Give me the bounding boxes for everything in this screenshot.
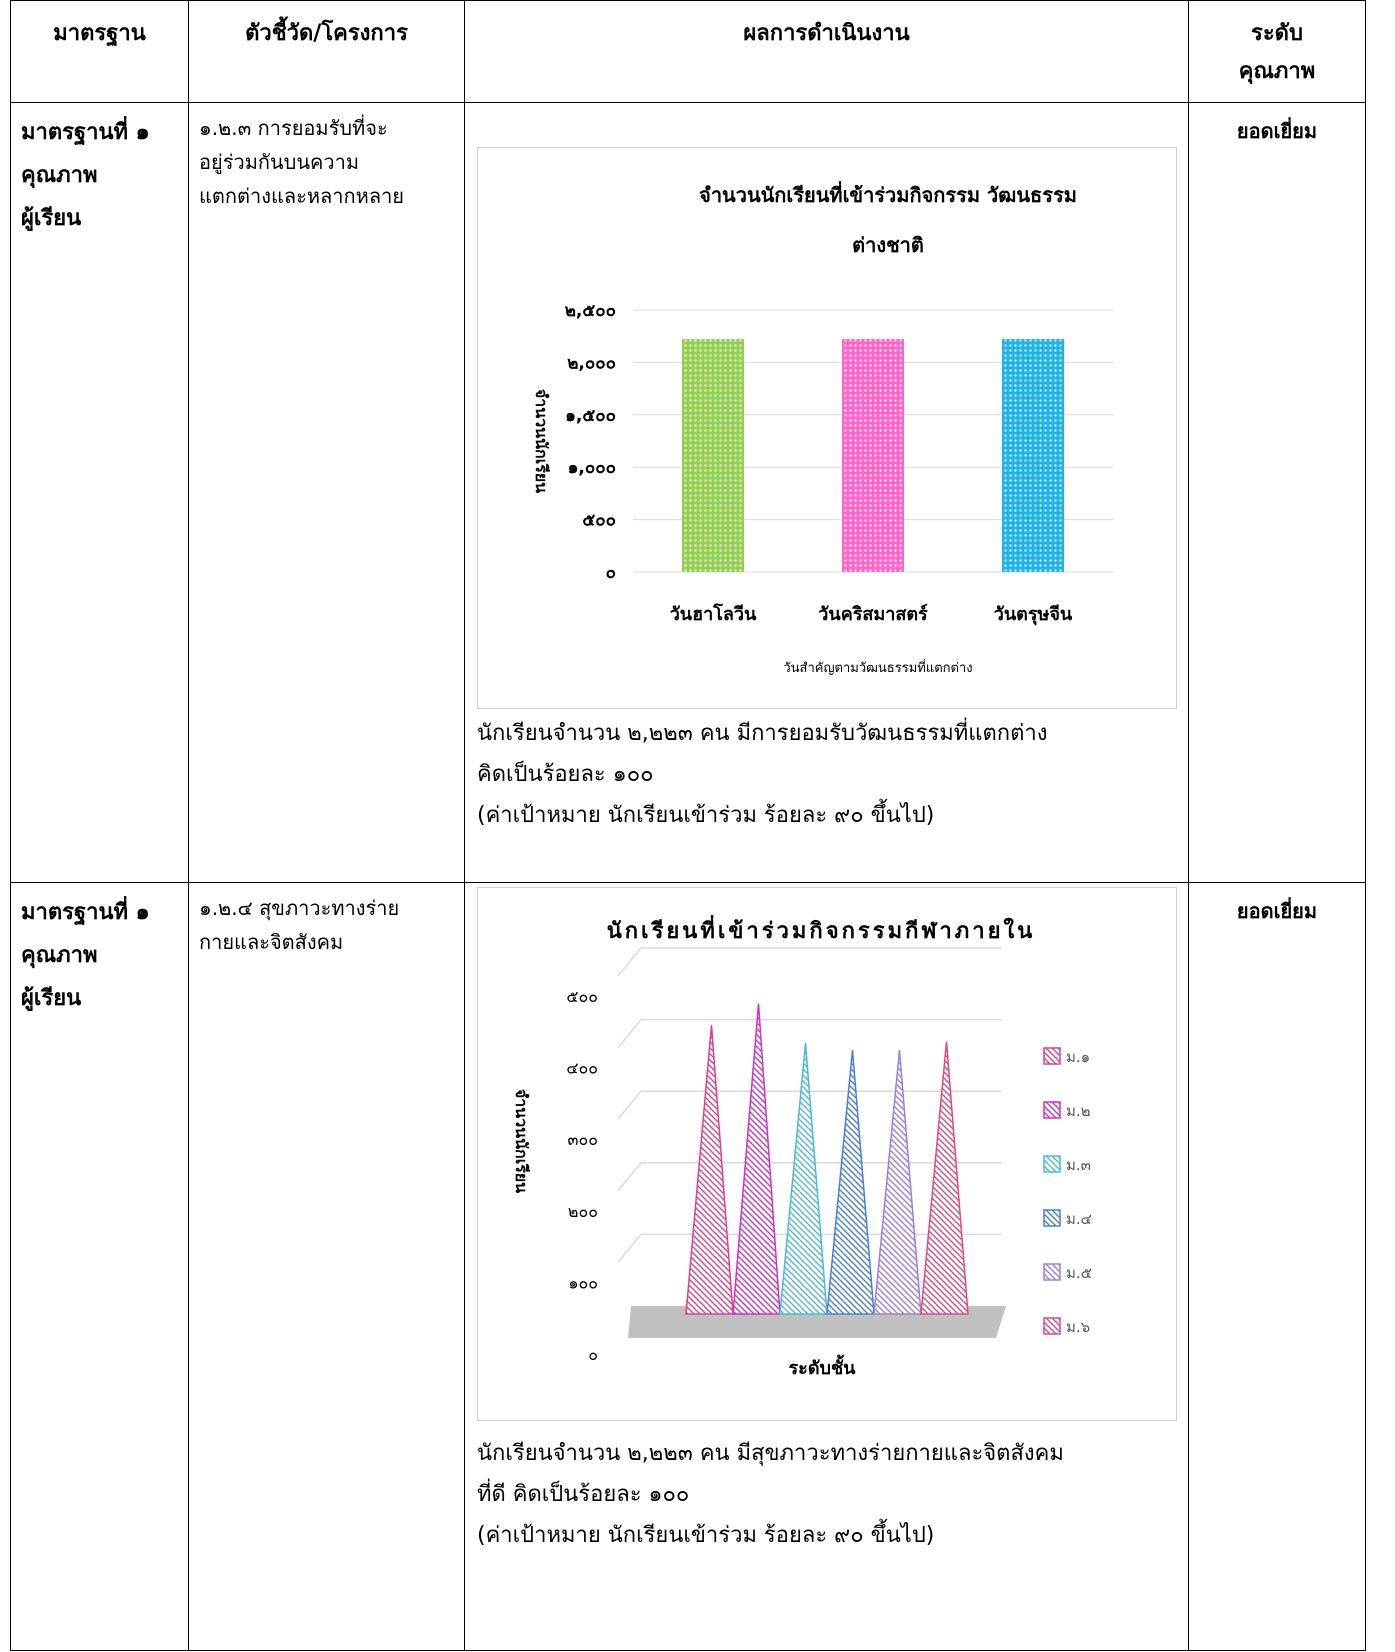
x-tick-label: วันตรุษจีน: [994, 604, 1073, 626]
bar: [1002, 339, 1064, 572]
bar: [920, 1041, 969, 1315]
y-tick-label: ๒,๕๐๐: [565, 301, 616, 321]
x-axis-label: ระดับชั้น: [789, 1354, 857, 1379]
header-indicator: ตัวชี้วัด/โครงการ: [188, 0, 465, 103]
result-summary: นักเรียนจำนวน ๒,๒๒๓ คน มีการยอมรับวัฒนธร…: [477, 721, 1048, 828]
quality-level: ยอดเยี่ยม: [1236, 899, 1318, 923]
legend-swatch: [1043, 1155, 1061, 1173]
indicator-cell: ๑.๒.๓ การยอมรับที่จะ อยู่ร่วมกันบนความ แ…: [188, 102, 465, 883]
bar: [873, 1050, 922, 1315]
y-axis-label: จำนวนนักเรียน: [532, 389, 551, 493]
chart-title: นักเรียนที่เข้าร่วมกิจกรรมกีฬาภายใน: [607, 914, 1036, 944]
y-axis-label: จำนวนนักเรียน: [512, 1089, 531, 1193]
x-tick-label: วันคริสมาสตร์: [818, 603, 928, 625]
y-tick-label: ๐: [588, 1345, 598, 1364]
result-cell: นักเรียนที่เข้าร่วมกิจกรรมกีฬาภายใน๐ ๑๐๐ ๒…: [464, 882, 1189, 1651]
header-row: มาตรฐาน ตัวชี้วัด/โครงการ ผลการดำเนินงาน…: [10, 0, 1366, 103]
legend-swatch: [1043, 1263, 1061, 1281]
legend-swatch: [1043, 1101, 1061, 1119]
legend-label: ม.๕: [1066, 1264, 1092, 1282]
result-summary: นักเรียนจำนวน ๒,๒๒๓ คน มีสุขภาวะทางร่ายก…: [477, 1441, 1064, 1548]
bar: [842, 339, 904, 572]
legend-label: ม.๖: [1066, 1318, 1090, 1336]
y-tick-label: ๑๐๐: [568, 1273, 598, 1292]
legend-label: ม.๑: [1066, 1048, 1090, 1066]
report-table: มาตรฐาน ตัวชี้วัด/โครงการ ผลการดำเนินงาน…: [10, 0, 1366, 1651]
legend-swatch: [1043, 1047, 1061, 1065]
culture-bar-chart: จำนวนนักเรียนที่เข้าร่วมกิจกรรม วัฒนธรรม…: [532, 180, 1113, 676]
gridline: [617, 1162, 642, 1192]
bar: [826, 1050, 875, 1315]
quality-level: ยอดเยี่ยม: [1236, 119, 1318, 143]
bar: [682, 339, 744, 572]
y-tick-label: ๒,๐๐๐: [567, 353, 616, 373]
x-axis-label: วันสำคัญตามวัฒนธรรมที่แตกต่าง: [783, 659, 972, 676]
chart-title: จำนวนนักเรียนที่เข้าร่วมกิจกรรม วัฒนธรรม: [699, 180, 1077, 207]
standard-cell: มาตรฐานที่ ๑ คุณภาพ ผู้เรียน: [10, 882, 189, 1651]
x-tick-label: วันฮาโลวีน: [670, 603, 757, 625]
standard-cell: มาตรฐานที่ ๑ คุณภาพ ผู้เรียน: [10, 102, 189, 883]
quality-level-cell: ยอดเยี่ยม: [1188, 882, 1366, 1651]
header-standard: มาตรฐาน: [10, 0, 189, 103]
result-cell: จำนวนนักเรียนที่เข้าร่วมกิจกรรม วัฒนธรรม…: [464, 102, 1189, 883]
y-tick-label: ๕๐๐: [582, 511, 616, 531]
legend-label: ม.๒: [1066, 1102, 1091, 1120]
y-tick-label: ๓๐๐: [568, 1130, 598, 1149]
table-row: มาตรฐานที่ ๑ คุณภาพ ผู้เรียน ๑.๒.๔ สุขภา…: [10, 882, 1366, 1651]
header-result: ผลการดำเนินงาน: [464, 0, 1189, 103]
y-tick-label: ๐: [606, 563, 616, 583]
gridline: [617, 1233, 642, 1263]
header-level: ระดับ คุณภาพ: [1188, 0, 1366, 103]
quality-level-cell: ยอดเยี่ยม: [1188, 102, 1366, 883]
y-tick-label: ๔๐๐: [566, 1059, 598, 1078]
legend-label: ม.๔: [1066, 1210, 1092, 1228]
y-tick-label: ๑,๐๐๐: [568, 458, 616, 478]
y-tick-label: ๒๐๐: [568, 1202, 598, 1221]
sports-chart: นักเรียนที่เข้าร่วมกิจกรรมกีฬาภายใน๐ ๑๐๐ ๒…: [477, 887, 1177, 1421]
bar: [779, 1043, 828, 1315]
culture-chart: จำนวนนักเรียนที่เข้าร่วมกิจกรรม วัฒนธรรม…: [477, 147, 1177, 709]
gridline: [617, 1019, 642, 1049]
legend-swatch: [1043, 1209, 1061, 1227]
gridline: [617, 947, 642, 977]
bar: [732, 1003, 781, 1315]
gridline: [617, 1090, 642, 1120]
y-tick-label: ๑,๕๐๐: [565, 406, 616, 426]
bar: [685, 1025, 734, 1315]
chart-title: ต่างชาติ: [852, 233, 924, 257]
legend-label: ม.๓: [1066, 1156, 1091, 1174]
table-row: มาตรฐานที่ ๑ คุณภาพ ผู้เรียน ๑.๒.๓ การยอ…: [10, 102, 1366, 883]
indicator-cell: ๑.๒.๔ สุขภาวะทางร่าย กายและจิตสังคม: [188, 882, 465, 1651]
legend-swatch: [1043, 1317, 1061, 1335]
y-tick-label: ๕๐๐: [566, 987, 598, 1006]
